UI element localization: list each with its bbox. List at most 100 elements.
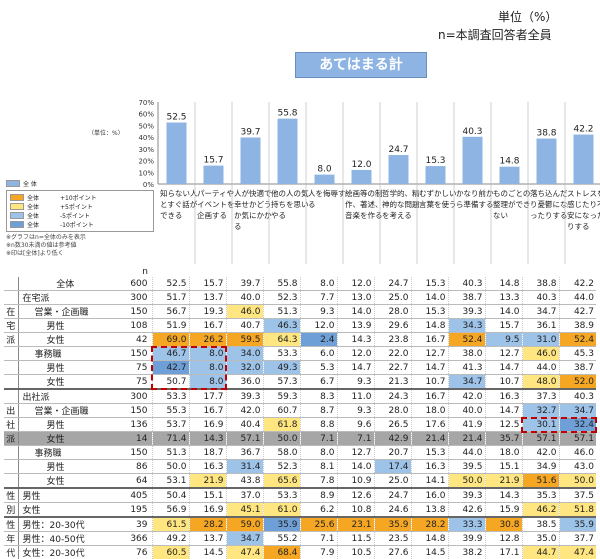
value-cell: 8.8 bbox=[299, 417, 337, 432]
value-cell: 60.7 bbox=[262, 403, 300, 418]
value-cell: 13.7 bbox=[188, 531, 226, 546]
row-n: 75 bbox=[110, 360, 152, 375]
value-cell: 53.7 bbox=[151, 417, 189, 432]
value-cell: 9.6 bbox=[336, 417, 374, 432]
value-cell: 51.6 bbox=[521, 473, 559, 489]
value-cell: 42.0 bbox=[447, 388, 485, 404]
table-row: 出営業・企画職 150 55.3 16.7 42.0 60.7 8.7 9.3 28.0 18.0… bbox=[4, 403, 596, 418]
row-label: 男性：20-30代 bbox=[18, 516, 110, 532]
row-label: 男性 bbox=[18, 417, 110, 432]
value-cell: 49.2 bbox=[151, 531, 189, 546]
bar bbox=[203, 165, 224, 184]
value-cell: 14.3 bbox=[336, 332, 374, 347]
category-label: 知らない人 bbox=[160, 188, 198, 198]
value-cell: 10.7 bbox=[410, 374, 448, 390]
value-cell: 43.0 bbox=[558, 459, 596, 474]
row-n: 405 bbox=[110, 487, 152, 503]
value-cell: 6.7 bbox=[299, 374, 337, 390]
value-cell: 46.3 bbox=[262, 318, 300, 333]
value-cell: 57.1 bbox=[558, 431, 596, 446]
category-label: ない bbox=[493, 211, 508, 220]
bar bbox=[388, 155, 409, 184]
value-cell: 15.3 bbox=[410, 304, 448, 319]
value-cell: 55.3 bbox=[151, 403, 189, 418]
y-tick-label: 10% bbox=[138, 169, 154, 177]
value-cell: 11.0 bbox=[336, 388, 374, 404]
group-label: 宅 bbox=[4, 318, 19, 333]
value-cell: 15.1 bbox=[188, 487, 226, 503]
bar-value-label: 52.5 bbox=[166, 113, 186, 123]
category-label: 幸せかどう bbox=[234, 200, 272, 209]
category-label: パーティや bbox=[197, 189, 234, 198]
table-row: 在営業・企画職 150 56.7 19.3 46.0 51.3 9.3 14.0 28.0 15.… bbox=[4, 304, 596, 319]
value-cell: 44.0 bbox=[447, 445, 485, 460]
value-cell: 57.1 bbox=[521, 431, 559, 446]
category-label: る bbox=[234, 222, 242, 231]
row-label: 男性 bbox=[18, 360, 110, 375]
value-cell: 51.3 bbox=[151, 445, 189, 460]
value-cell: 14.1 bbox=[410, 473, 448, 489]
value-cell: 6.0 bbox=[299, 346, 337, 361]
value-cell: 36.1 bbox=[521, 318, 559, 333]
value-cell: 18.0 bbox=[410, 403, 448, 418]
value-cell: 59.3 bbox=[262, 388, 300, 404]
value-cell: 8.9 bbox=[299, 487, 337, 503]
bar bbox=[166, 122, 187, 184]
group-label: 代 bbox=[4, 545, 19, 559]
category-label: 安になった bbox=[567, 210, 600, 220]
value-cell: 16.7 bbox=[410, 332, 448, 347]
value-cell: 21.9 bbox=[188, 473, 226, 489]
value-cell: 43.8 bbox=[225, 473, 263, 489]
value-cell: 14.7 bbox=[336, 360, 374, 375]
value-cell: 27.6 bbox=[373, 545, 411, 559]
legend-color-key: 全体 +10ポイント 全体 +5ポイント 全体 -5ポイント 全体 -10ポイント bbox=[6, 190, 154, 232]
bar-value-label: 15.7 bbox=[203, 156, 223, 166]
category-label: 音楽を作る bbox=[345, 210, 383, 220]
value-cell: 61.0 bbox=[262, 502, 300, 518]
row-label: 女性 bbox=[18, 374, 110, 390]
value-cell: 42.0 bbox=[521, 445, 559, 460]
value-cell: 24.6 bbox=[373, 502, 411, 518]
header-cell bbox=[18, 267, 110, 277]
value-cell: 38.7 bbox=[447, 290, 485, 305]
legend-key-condition: +5ポイント bbox=[60, 204, 93, 211]
group-label: 派 bbox=[4, 431, 19, 446]
value-cell: 51.3 bbox=[262, 304, 300, 319]
header-cell bbox=[374, 267, 411, 277]
category-label: やる bbox=[271, 211, 286, 220]
table-row: 在宅派 300 51.7 13.7 40.0 52.3 7.7 13.0 25.0 14.0 38.… bbox=[4, 290, 596, 305]
value-cell: 40.4 bbox=[225, 417, 263, 432]
category-label: 感じたり不 bbox=[567, 199, 600, 209]
value-cell: 15.3 bbox=[410, 445, 448, 460]
header-cell bbox=[411, 267, 448, 277]
value-cell: 16.3 bbox=[410, 459, 448, 474]
group-label: 別 bbox=[4, 502, 19, 518]
value-cell: 19.3 bbox=[188, 304, 226, 319]
table-row: 出社派 300 53.3 17.7 39.3 59.3 8.3 11.0 24.3 16.7 42.… bbox=[4, 388, 596, 404]
category-label: むずかしい bbox=[419, 188, 457, 198]
y-tick-label: 30% bbox=[138, 146, 154, 154]
category-label: 持ちを思い bbox=[271, 199, 309, 209]
category-label: かなり前か bbox=[456, 188, 494, 198]
row-label: 営業・企画職 bbox=[18, 304, 110, 319]
value-cell: 52.0 bbox=[558, 374, 596, 390]
value-cell: 15.3 bbox=[410, 277, 448, 291]
value-cell: 46.2 bbox=[521, 502, 559, 518]
value-cell: 40.7 bbox=[225, 318, 263, 333]
value-cell: 12.5 bbox=[484, 417, 522, 432]
value-cell: 61.8 bbox=[262, 417, 300, 432]
value-cell: 7.8 bbox=[299, 473, 337, 489]
legend-key-condition: -10ポイント bbox=[60, 222, 94, 229]
group-label bbox=[4, 360, 19, 375]
value-cell: 15.7 bbox=[484, 318, 522, 333]
category-label: 他の人の気 bbox=[271, 188, 309, 198]
value-cell: 50.0 bbox=[447, 473, 485, 489]
group-label: 社 bbox=[4, 417, 19, 432]
value-cell: 12.8 bbox=[484, 531, 522, 546]
value-cell: 39.9 bbox=[447, 531, 485, 546]
value-cell: 55.8 bbox=[262, 277, 300, 291]
value-cell: 30.8 bbox=[484, 516, 522, 532]
value-cell: 48.0 bbox=[521, 374, 559, 390]
value-cell: 22.7 bbox=[373, 360, 411, 375]
bar-value-label: 12.0 bbox=[351, 160, 371, 170]
